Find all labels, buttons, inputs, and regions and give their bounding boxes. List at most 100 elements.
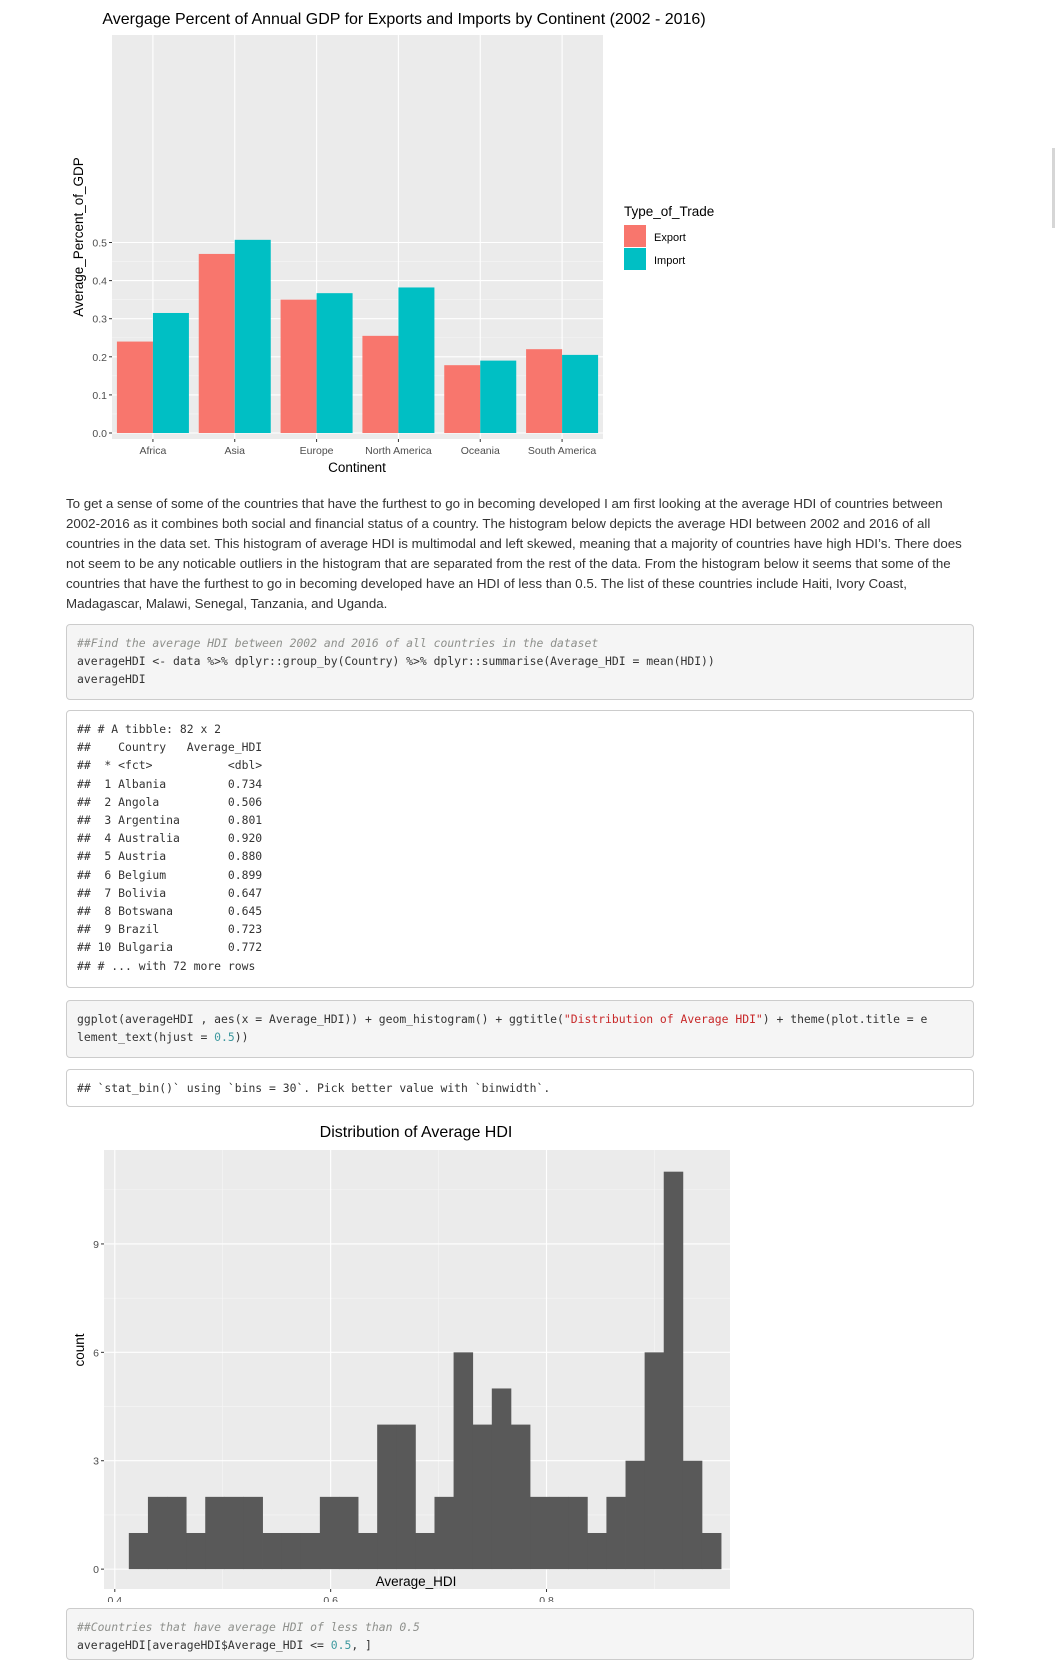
bar-export-asia (198, 253, 235, 433)
code2-part4: )) (234, 1030, 249, 1045)
code1-line2: averageHDI <- data %>% dplyr::group_by(C… (77, 654, 715, 669)
tibble-output-line: ## 4 Australia 0.920 (77, 831, 263, 846)
chart1-legend: Type_of_Trade Export Import (624, 204, 714, 270)
chart1-x-ticks: Africa Asia Europe North America Oceania Sout… (139, 439, 596, 457)
code3-part1: averageHDI[averageHDI$Average_HDI <= (77, 1638, 331, 1653)
chart1-y-tick-label: 0.1 (92, 390, 107, 402)
histogram-bin (262, 1532, 283, 1570)
chart1-y-axis-label: Average_Percent_of_GDP (71, 157, 86, 317)
bar-export-north-america (362, 335, 399, 433)
histogram-bin (701, 1532, 722, 1570)
histogram-bin (300, 1532, 321, 1570)
histogram-bin (319, 1496, 340, 1570)
tibble-output-line: ## 9 Brazil 0.723 (77, 922, 263, 937)
tibble-output-line: ## 1 Albania 0.734 (77, 776, 263, 791)
tibble-output-line: ## 5 Austria 0.880 (77, 849, 263, 864)
bar-export-europe (280, 299, 317, 433)
bar-export-africa (116, 341, 153, 433)
tibble-output-line: ## 2 Angola 0.506 (77, 794, 263, 809)
chart1-bars (116, 239, 599, 433)
code-block-average-hdi: ##Find the average HDI between 2002 and … (66, 624, 974, 700)
tibble-output-line: ## * <fct> <dbl> (77, 758, 263, 773)
code3-number: 0.5 (330, 1638, 352, 1653)
chart1-y-tick-label: 0.0 (92, 428, 107, 440)
chart2-y-axis-label: count (72, 1333, 87, 1366)
code2-string: "Distribution of Average HDI" (563, 1012, 763, 1026)
bar-export-oceania (444, 365, 481, 433)
histogram-bin (472, 1424, 493, 1570)
chart2-x-ticks: 0.4 0.6 0.8 (107, 1589, 554, 1602)
histogram-bin (281, 1532, 302, 1570)
code2-number: 0.5 (214, 1030, 235, 1045)
histogram-bin (167, 1496, 187, 1570)
histogram-bin (587, 1532, 607, 1570)
bar-import-asia (234, 239, 271, 433)
histogram-bin (453, 1352, 474, 1570)
chart2-x-tick-label: 0.4 (107, 1595, 122, 1602)
chart1-y-tick-label: 0.5 (92, 238, 107, 250)
bar-import-europe (316, 293, 353, 433)
chart2-x-tick-label: 0.6 (323, 1595, 338, 1602)
histogram-bin (338, 1496, 359, 1570)
histogram-bin (415, 1532, 435, 1570)
histogram-bin (644, 1352, 665, 1570)
chart1-x-tick-label: Asia (225, 445, 246, 457)
bar-import-africa (152, 312, 189, 433)
histogram-bin (606, 1496, 626, 1570)
code3-part2: , ] (351, 1638, 372, 1653)
chart2-y-tick-label: 9 (93, 1239, 99, 1251)
histogram-bin (147, 1496, 168, 1570)
chart2-y-tick-label: 6 (93, 1347, 99, 1359)
chart1-y-tick-label: 0.2 (92, 352, 107, 364)
output-block-tibble: ## # A tibble: 82 x 2 ## Country Average… (66, 710, 974, 988)
histogram-bin (224, 1496, 244, 1570)
chart1-x-tick-label: Oceania (461, 445, 500, 457)
histogram-bin (530, 1496, 550, 1570)
chart1-x-tick-label: Europe (300, 445, 334, 457)
histogram-bin (377, 1424, 397, 1570)
tibble-output-line: ## 7 Bolivia 0.647 (77, 885, 263, 900)
chart1-y-ticks: 0.0 0.1 0.2 0.3 0.4 0.5 (92, 238, 112, 440)
chart2-x-tick-label: 0.8 (539, 1595, 554, 1602)
tibble-output-line: ## # ... with 72 more rows (77, 958, 256, 973)
histogram-bin (186, 1532, 206, 1570)
bar-export-south-america (526, 349, 563, 433)
tibble-output-line: ## 3 Argentina 0.801 (77, 813, 263, 828)
analysis-paragraph: To get a sense of some of the countries … (66, 496, 962, 611)
histogram-bin (549, 1496, 569, 1570)
legend-key-export (624, 225, 646, 247)
chart2-x-axis-label: Average_HDI (376, 1574, 457, 1589)
tibble-output-line: ## 6 Belgium 0.899 (77, 867, 263, 882)
histogram-bin (205, 1496, 225, 1570)
legend-title: Type_of_Trade (624, 204, 714, 219)
chart1-x-tick-label: Africa (139, 445, 166, 457)
histogram-bin (358, 1532, 378, 1570)
chart1-y-tick-label: 0.3 (92, 314, 107, 326)
chart1-x-tick-label: North America (365, 445, 432, 457)
scrollbar-edge (1052, 148, 1055, 228)
chart2-title: Distribution of Average HDI (320, 1124, 513, 1141)
histogram-bin (568, 1496, 588, 1570)
chart1-y-tick-label: 0.4 (92, 276, 107, 288)
chart2-y-ticks: 0 3 6 9 (93, 1239, 104, 1576)
histogram-bin (682, 1460, 703, 1570)
legend-label-export: Export (654, 232, 686, 244)
chart1-gridlines (112, 35, 603, 439)
code3-comment: ##Countries that have average HDI of les… (77, 1620, 420, 1634)
output-block-stat-bin: ## `stat_bin()` using `bins = 30`. Pick … (66, 1069, 974, 1107)
trade-bar-chart: Avergage Percent of Annual GDP for Expor… (71, 11, 714, 475)
code2-part3: lement_text(hjust = (77, 1030, 215, 1045)
code2-part2: ) + theme(plot.title = e (762, 1012, 928, 1026)
chart1-x-axis-label: Continent (328, 460, 386, 475)
tibble-output-line: ## Country Average_HDI (77, 740, 263, 755)
histogram-bin (128, 1532, 149, 1570)
code-block-ggplot: ggplot(averageHDI , aes(x = Average_HDI)… (66, 1000, 974, 1058)
bar-import-oceania (480, 360, 517, 433)
code1-comment: ##Find the average HDI between 2002 and … (77, 636, 599, 650)
histogram-bin (663, 1171, 684, 1570)
tibble-output-line: ## # A tibble: 82 x 2 (77, 722, 222, 736)
chart1-panel (112, 35, 603, 439)
output2-text: ## `stat_bin()` using `bins = 30`. Pick … (77, 1081, 551, 1095)
histogram-bin (491, 1388, 512, 1570)
